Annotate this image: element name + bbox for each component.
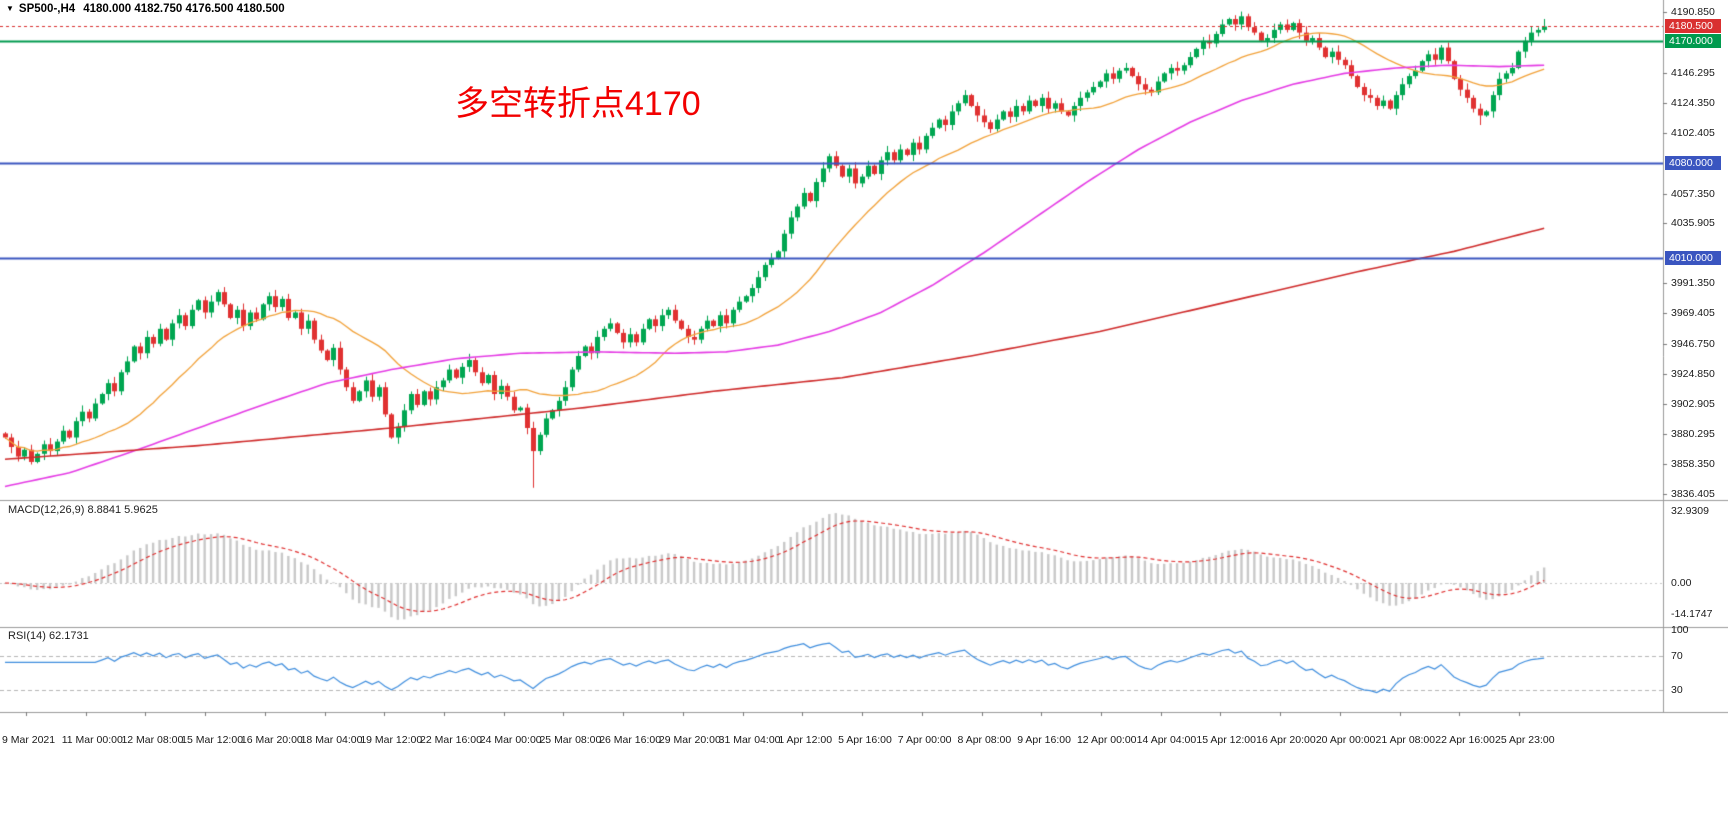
macd-values: 8.8841 5.9625 bbox=[87, 504, 158, 516]
rsi-value: 62.1731 bbox=[48, 630, 89, 642]
ohlc-values-label: 4180.000 4182.750 4176.500 4180.500 bbox=[83, 3, 285, 15]
macd-name: MACD(12,26,9) bbox=[8, 504, 85, 516]
rsi-name: RSI(14) bbox=[8, 630, 46, 642]
symbol-dropdown-icon[interactable]: ▼ bbox=[6, 4, 14, 13]
symbol-timeframe-label: SP500-,H4 bbox=[18, 3, 76, 15]
chart-header: ▼ SP500-,H4 4180.000 4182.750 4176.500 418… bbox=[6, 3, 285, 15]
annotation-text: 多空转折点4170 bbox=[455, 85, 701, 123]
rsi-indicator-label: RSI(14) 62.1731 bbox=[8, 630, 89, 642]
macd-indicator-label: MACD(12,26,9) 8.8841 5.9625 bbox=[8, 504, 158, 516]
